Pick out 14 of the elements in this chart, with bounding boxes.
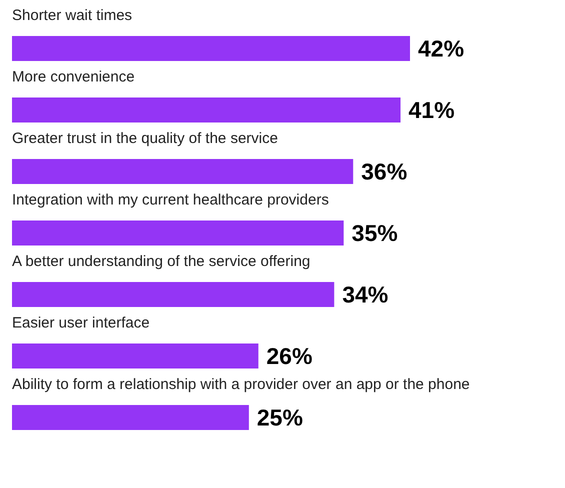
y-tick-label: Shorter wait times bbox=[12, 7, 132, 24]
y-tick-label: A better understanding of the service offering bbox=[12, 253, 310, 270]
data-label: 34% bbox=[342, 282, 388, 308]
data-label: 36% bbox=[361, 158, 408, 184]
data-label: 42% bbox=[418, 36, 464, 62]
y-tick-label: Ability to form a relationship with a provider over an app or the phone bbox=[12, 376, 470, 393]
y-tick-label: Greater trust in the quality of the service bbox=[12, 130, 278, 147]
data-label: 26% bbox=[266, 343, 312, 369]
data-label: 25% bbox=[256, 404, 303, 430]
y-tick-label: Easier user interface bbox=[12, 314, 150, 332]
data-label: 35% bbox=[352, 220, 398, 246]
y-tick-label: Integration with my current healthcare providers bbox=[12, 192, 329, 208]
y-tick-label: More convenience bbox=[12, 68, 135, 86]
data-label: 41% bbox=[408, 97, 455, 123]
